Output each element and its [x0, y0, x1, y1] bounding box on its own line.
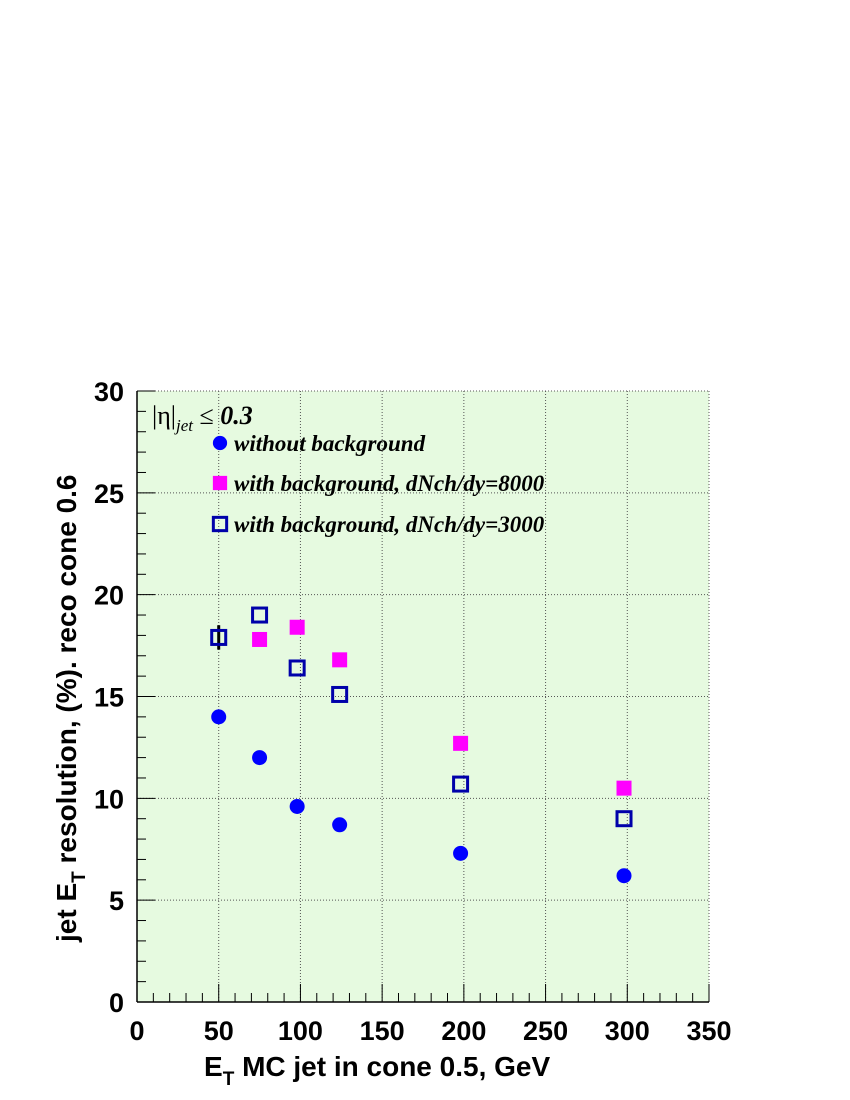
legend-marker	[212, 475, 228, 491]
data-point	[289, 798, 305, 814]
axis-ticks: 0 50 100 150 200 250 300 350 0 5 10 15 20 25 30	[94, 377, 732, 1046]
data-point	[453, 845, 469, 861]
legend-item-background-8000: with background, dNch/dy=8000	[212, 471, 545, 496]
legend-label: with background, dNch/dy=8000	[234, 471, 545, 496]
series-without-background	[211, 709, 632, 884]
legend-label: without background	[234, 431, 426, 456]
x-tick-label: 300	[605, 1016, 650, 1046]
data-point	[252, 750, 268, 766]
x-tick-label: 100	[278, 1016, 323, 1046]
data-point	[332, 817, 348, 833]
data-marks	[210, 606, 633, 884]
legend: without background with background, dNch/…	[211, 431, 545, 537]
eta-annotation: |η|jet ≤ 0.3	[152, 401, 253, 435]
series-background-3000	[210, 606, 633, 828]
legend-marker	[212, 435, 228, 451]
legend-marker	[211, 515, 229, 533]
data-point	[452, 775, 470, 793]
x-tick-label: 0	[129, 1016, 144, 1046]
y-tick-label: 20	[94, 581, 124, 611]
y-axis-title: jet ET resolution, (%). reco cone 0.6	[51, 474, 90, 943]
data-point	[211, 709, 227, 725]
x-tick-label: 150	[360, 1016, 405, 1046]
data-point	[332, 652, 348, 668]
x-tick-label: 200	[441, 1016, 486, 1046]
data-point	[616, 868, 632, 884]
x-tick-label: 50	[204, 1016, 234, 1046]
data-point	[616, 780, 632, 796]
y-tick-label: 10	[94, 784, 124, 814]
data-point	[289, 619, 305, 635]
x-tick-label: 350	[686, 1016, 731, 1046]
y-tick-label: 30	[94, 377, 124, 407]
y-tick-label: 5	[109, 886, 124, 916]
data-point	[615, 810, 633, 828]
data-point	[331, 685, 349, 703]
y-tick-label: 15	[94, 683, 124, 713]
data-point	[251, 606, 269, 624]
legend-item-without-background: without background	[212, 431, 426, 456]
y-tick-label: 25	[94, 479, 124, 509]
x-tick-label: 250	[523, 1016, 568, 1046]
data-point	[288, 659, 306, 677]
series-background-8000	[252, 619, 632, 796]
data-point	[252, 631, 268, 647]
data-point	[210, 628, 228, 646]
data-point	[453, 735, 469, 751]
legend-label: with background, dNch/dy=3000	[234, 512, 545, 537]
x-axis-title: ET MC jet in cone 0.5, GeV	[204, 1051, 550, 1090]
y-tick-label: 0	[109, 988, 124, 1018]
legend-item-background-3000: with background, dNch/dy=3000	[211, 512, 545, 537]
grid-lines	[137, 391, 709, 1002]
